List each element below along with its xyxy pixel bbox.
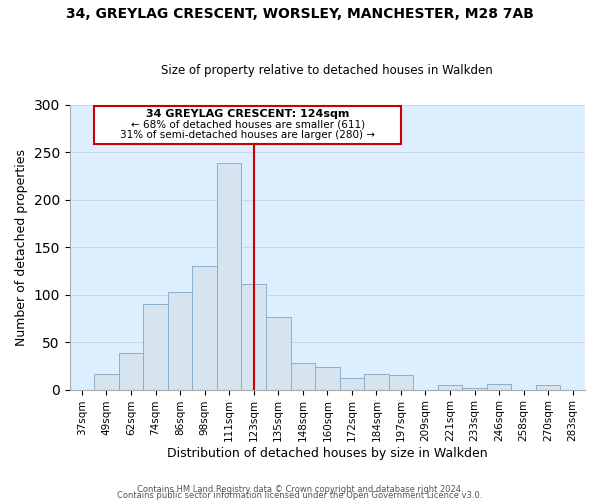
Bar	[340, 378, 364, 390]
Bar	[536, 385, 560, 390]
Bar	[143, 304, 168, 390]
Bar	[438, 385, 462, 390]
Bar	[193, 266, 217, 390]
Bar	[168, 292, 193, 390]
Text: Contains HM Land Registry data © Crown copyright and database right 2024.: Contains HM Land Registry data © Crown c…	[137, 484, 463, 494]
Text: 34 GREYLAG CRESCENT: 124sqm: 34 GREYLAG CRESCENT: 124sqm	[146, 110, 349, 120]
Bar	[266, 318, 290, 390]
Bar	[119, 354, 143, 390]
Title: Size of property relative to detached houses in Walkden: Size of property relative to detached ho…	[161, 64, 493, 77]
Text: ← 68% of detached houses are smaller (611): ← 68% of detached houses are smaller (61…	[131, 120, 365, 130]
Bar	[462, 388, 487, 390]
Y-axis label: Number of detached properties: Number of detached properties	[15, 148, 28, 346]
Bar	[94, 374, 119, 390]
Bar	[241, 284, 266, 390]
Text: 31% of semi-detached houses are larger (280) →: 31% of semi-detached houses are larger (…	[120, 130, 375, 140]
Text: Contains public sector information licensed under the Open Government Licence v3: Contains public sector information licen…	[118, 490, 482, 500]
X-axis label: Distribution of detached houses by size in Walkden: Distribution of detached houses by size …	[167, 447, 488, 460]
Bar	[364, 374, 389, 390]
Bar	[389, 376, 413, 390]
Bar	[290, 363, 315, 390]
Text: 34, GREYLAG CRESCENT, WORSLEY, MANCHESTER, M28 7AB: 34, GREYLAG CRESCENT, WORSLEY, MANCHESTE…	[66, 8, 534, 22]
Bar	[315, 367, 340, 390]
FancyBboxPatch shape	[94, 106, 401, 144]
Bar	[217, 164, 241, 390]
Bar	[487, 384, 511, 390]
